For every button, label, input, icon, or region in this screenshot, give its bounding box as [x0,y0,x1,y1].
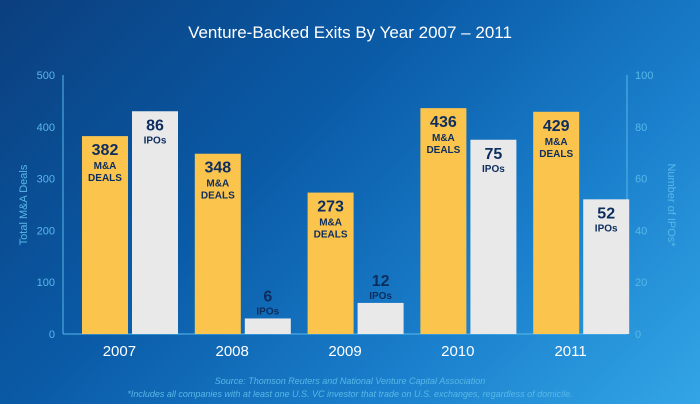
y-right-tick-label: 40 [635,225,647,237]
data-label-ipos-unit: IPOs [256,306,279,317]
data-label-ma-deals-unit: DEALS [314,230,348,241]
bar-ipos [357,302,404,334]
data-label-ma-deals: 348 [204,160,231,177]
data-label-ipos: 86 [146,117,164,134]
data-label-ipos: 12 [372,273,390,290]
data-label-ipos: 52 [597,205,615,222]
x-tick-label: 2007 [103,343,136,360]
data-label-ma-deals-unit: M&A [319,218,342,229]
bar-ma-deals [420,108,467,334]
data-label-ipos-unit: IPOs [595,223,618,234]
bar-ipos [132,111,178,334]
y-tick-label: 100 [37,277,55,289]
y-tick-label: 200 [37,225,55,237]
chart-title: Venture-Backed Exits By Year 2007 – 2011 [188,23,512,42]
bar-ipos [244,318,291,334]
data-label-ma-deals-unit: M&A [432,133,455,144]
data-label-ma-deals-unit: M&A [94,161,117,172]
data-label-ma-deals-unit: M&A [206,179,229,190]
data-label-ipos-unit: IPOs [369,291,392,302]
bar-ipos [470,139,517,334]
y-tick-label: 300 [37,174,55,186]
data-label-ma-deals-unit: M&A [545,137,568,148]
data-label-ma-deals-unit: DEALS [201,191,235,202]
y-tick-label: 500 [37,70,55,82]
axis-ticks: 0 100 200 300 400 500 0 20 40 60 80 100 [37,70,654,341]
y-right-tick-label: 20 [635,277,647,289]
data-label-ma-deals: 436 [430,114,457,131]
footnote: *Includes all companies with at least on… [127,389,572,399]
data-labels: 382M&ADEALS86IPOs348M&ADEALS6IPOs273M&AD… [88,114,618,317]
y-right-tick-label: 80 [635,122,647,134]
data-label-ma-deals-unit: DEALS [539,149,573,160]
x-tick-label: 2010 [441,343,474,360]
data-label-ma-deals-unit: DEALS [426,145,460,156]
data-label-ma-deals-unit: DEALS [88,173,122,184]
bar-ma-deals [194,153,241,334]
x-tick-label: 2009 [328,343,361,360]
y-axis-right-label: Number of IPOs* [665,163,677,247]
y-right-tick-label: 0 [635,329,641,341]
y-axis-label: Total M&A Deals [18,164,30,245]
data-label-ipos: 75 [485,146,503,163]
category-labels: 2007 2008 2009 2010 2011 [103,343,587,360]
bars [82,108,630,334]
y-right-tick-label: 60 [635,174,647,186]
y-right-tick-label: 100 [635,70,653,82]
bar-ma-deals [82,136,128,334]
data-label-ma-deals: 429 [543,118,570,135]
data-label-ma-deals: 273 [317,199,344,216]
data-label-ma-deals: 382 [92,142,119,159]
bar-ma-deals [307,192,354,334]
x-tick-label: 2011 [554,343,586,360]
data-label-ipos: 6 [263,288,272,305]
y-tick-label: 400 [37,122,55,134]
x-tick-label: 2008 [216,343,249,360]
bar-ipos [583,199,630,334]
data-label-ipos-unit: IPOs [482,164,505,175]
source-note: Source: Thomson Reuters and National Ven… [215,376,485,386]
bar-ma-deals [533,111,580,334]
y-tick-label: 0 [49,329,55,341]
data-label-ipos-unit: IPOs [144,135,167,146]
